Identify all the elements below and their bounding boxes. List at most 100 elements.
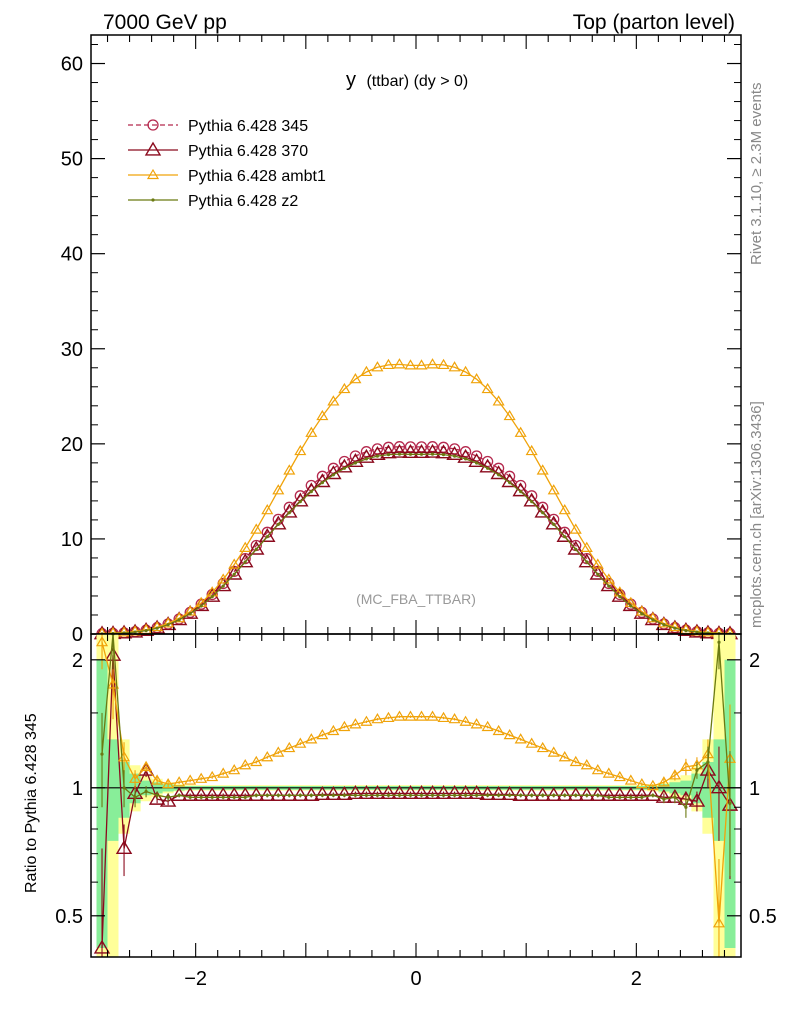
ratio-point-p370: [534, 786, 551, 801]
ratio-point-p370: [457, 785, 474, 800]
main-point-ambt1: [316, 409, 329, 421]
main-y-tick-label: 60: [61, 54, 83, 76]
ratio-point-p370: [611, 786, 629, 801]
ratio-point-p370: [347, 785, 364, 800]
ratio-point-ambt1: [327, 724, 340, 736]
ratio-y-tick-label-right: 1: [749, 778, 760, 800]
ratio-point-p370: [303, 786, 320, 801]
ratio-point-z2: [475, 793, 479, 797]
main-point-p370: [413, 444, 430, 458]
main-point-p370: [248, 540, 265, 555]
main-point-ambt1: [371, 361, 384, 372]
main-point-ambt1: [338, 382, 351, 394]
ratio-line-p370: [101, 655, 731, 949]
ratio-point-ambt1: [646, 779, 659, 791]
ratio-point-ambt1: [635, 777, 648, 789]
main-point-z2: [629, 604, 633, 608]
main-point-ambt1: [503, 409, 516, 421]
main-point-ambt1: [437, 358, 450, 370]
main-point-z2: [441, 453, 446, 457]
main-point-ambt1: [580, 541, 593, 552]
main-point-ambt1: [129, 625, 142, 636]
ratio-point-z2: [309, 793, 313, 797]
main-point-ambt1: [547, 484, 560, 495]
main-point-p370: [556, 527, 573, 542]
ratio-point-p370: [578, 786, 595, 801]
main-point-ambt1: [470, 373, 483, 384]
main-point-ambt1: [404, 359, 417, 370]
ratio-point-p370: [170, 786, 188, 801]
main-point-z2: [419, 452, 424, 456]
ratio-band-green: [96, 659, 736, 948]
ratio-point-p370: [501, 785, 518, 800]
legend-entry-ambt1: Pythia 6.428 ambt1: [128, 168, 326, 185]
ratio-point-ambt1: [371, 713, 384, 724]
legend-label-p345: Pythia 6.428 345: [188, 118, 308, 135]
main-point-ambt1: [393, 358, 406, 369]
ratio-point-z2: [342, 793, 346, 797]
ratio-point-ambt1: [470, 718, 483, 729]
ratio-point-ambt1: [547, 746, 560, 757]
main-point-z2: [453, 454, 457, 458]
main-point-p370: [214, 577, 232, 592]
ratio-point-ambt1: [712, 917, 726, 928]
main-point-z2: [375, 454, 379, 458]
ratio-point-p370: [567, 786, 584, 801]
ratio-point-ambt1: [151, 774, 164, 785]
ratio-point-ambt1: [195, 772, 208, 783]
main-point-z2: [662, 623, 666, 627]
main-point-ambt1: [690, 625, 703, 636]
ratio-point-z2: [408, 793, 413, 797]
main-y-tick-label: 0: [72, 624, 83, 646]
ratio-point-p370: [545, 786, 562, 801]
ratio-point-z2: [320, 793, 324, 797]
ratio-point-z2: [618, 795, 622, 799]
ratio-point-p370: [181, 786, 199, 801]
ratio-point-p370: [688, 792, 706, 807]
ratio-point-p370: [622, 786, 640, 801]
ratio-point-ambt1: [140, 760, 153, 771]
ratio-point-ambt1: [283, 741, 296, 753]
ratio-point-z2: [464, 793, 468, 797]
main-point-z2: [232, 572, 236, 577]
ratio-point-z2: [673, 795, 677, 799]
main-point-p370: [380, 444, 397, 459]
main-point-z2: [673, 626, 677, 630]
main-point-ambt1: [481, 382, 494, 394]
main-point-z2: [254, 547, 258, 552]
main-point-p370: [292, 492, 309, 507]
main-point-z2: [210, 595, 214, 599]
main-point-z2: [155, 626, 159, 630]
ratio-point-ambt1: [569, 755, 582, 767]
ratio-point-z2: [397, 793, 402, 797]
ratio-point-z2: [607, 795, 611, 799]
main-point-ambt1: [459, 365, 472, 377]
ratio-point-ambt1: [602, 767, 615, 778]
ratio-y-tick-label: 1: [72, 778, 83, 800]
ratio-point-ambt1: [613, 770, 626, 782]
legend-label-p370: Pythia 6.428 370: [188, 143, 308, 160]
main-point-p370: [545, 515, 562, 530]
main-point-z2: [552, 522, 556, 527]
main-point-p370: [468, 453, 485, 468]
main-point-ambt1: [261, 504, 274, 515]
main-point-z2: [188, 612, 192, 616]
main-point-z2: [386, 453, 391, 457]
ratio-point-z2: [596, 793, 600, 797]
main-point-ambt1: [294, 444, 307, 456]
ratio-point-ambt1: [459, 715, 472, 726]
main-point-z2: [320, 481, 324, 485]
main-point-ambt1: [151, 620, 164, 632]
main-point-ambt1: [360, 365, 373, 377]
legend-marker-ambt1: [146, 168, 160, 180]
ratio-point-z2: [177, 793, 181, 797]
legend: Pythia 6.428 345 Pythia 6.428 370 Pythia 6…: [128, 118, 326, 210]
ratio-point-p370: [556, 786, 573, 801]
main-point-z2: [265, 535, 269, 539]
ratio-point-p370: [336, 785, 353, 800]
ratio-point-z2: [298, 793, 302, 797]
ratio-point-ambt1: [525, 737, 538, 748]
ratio-point-z2: [419, 793, 424, 797]
